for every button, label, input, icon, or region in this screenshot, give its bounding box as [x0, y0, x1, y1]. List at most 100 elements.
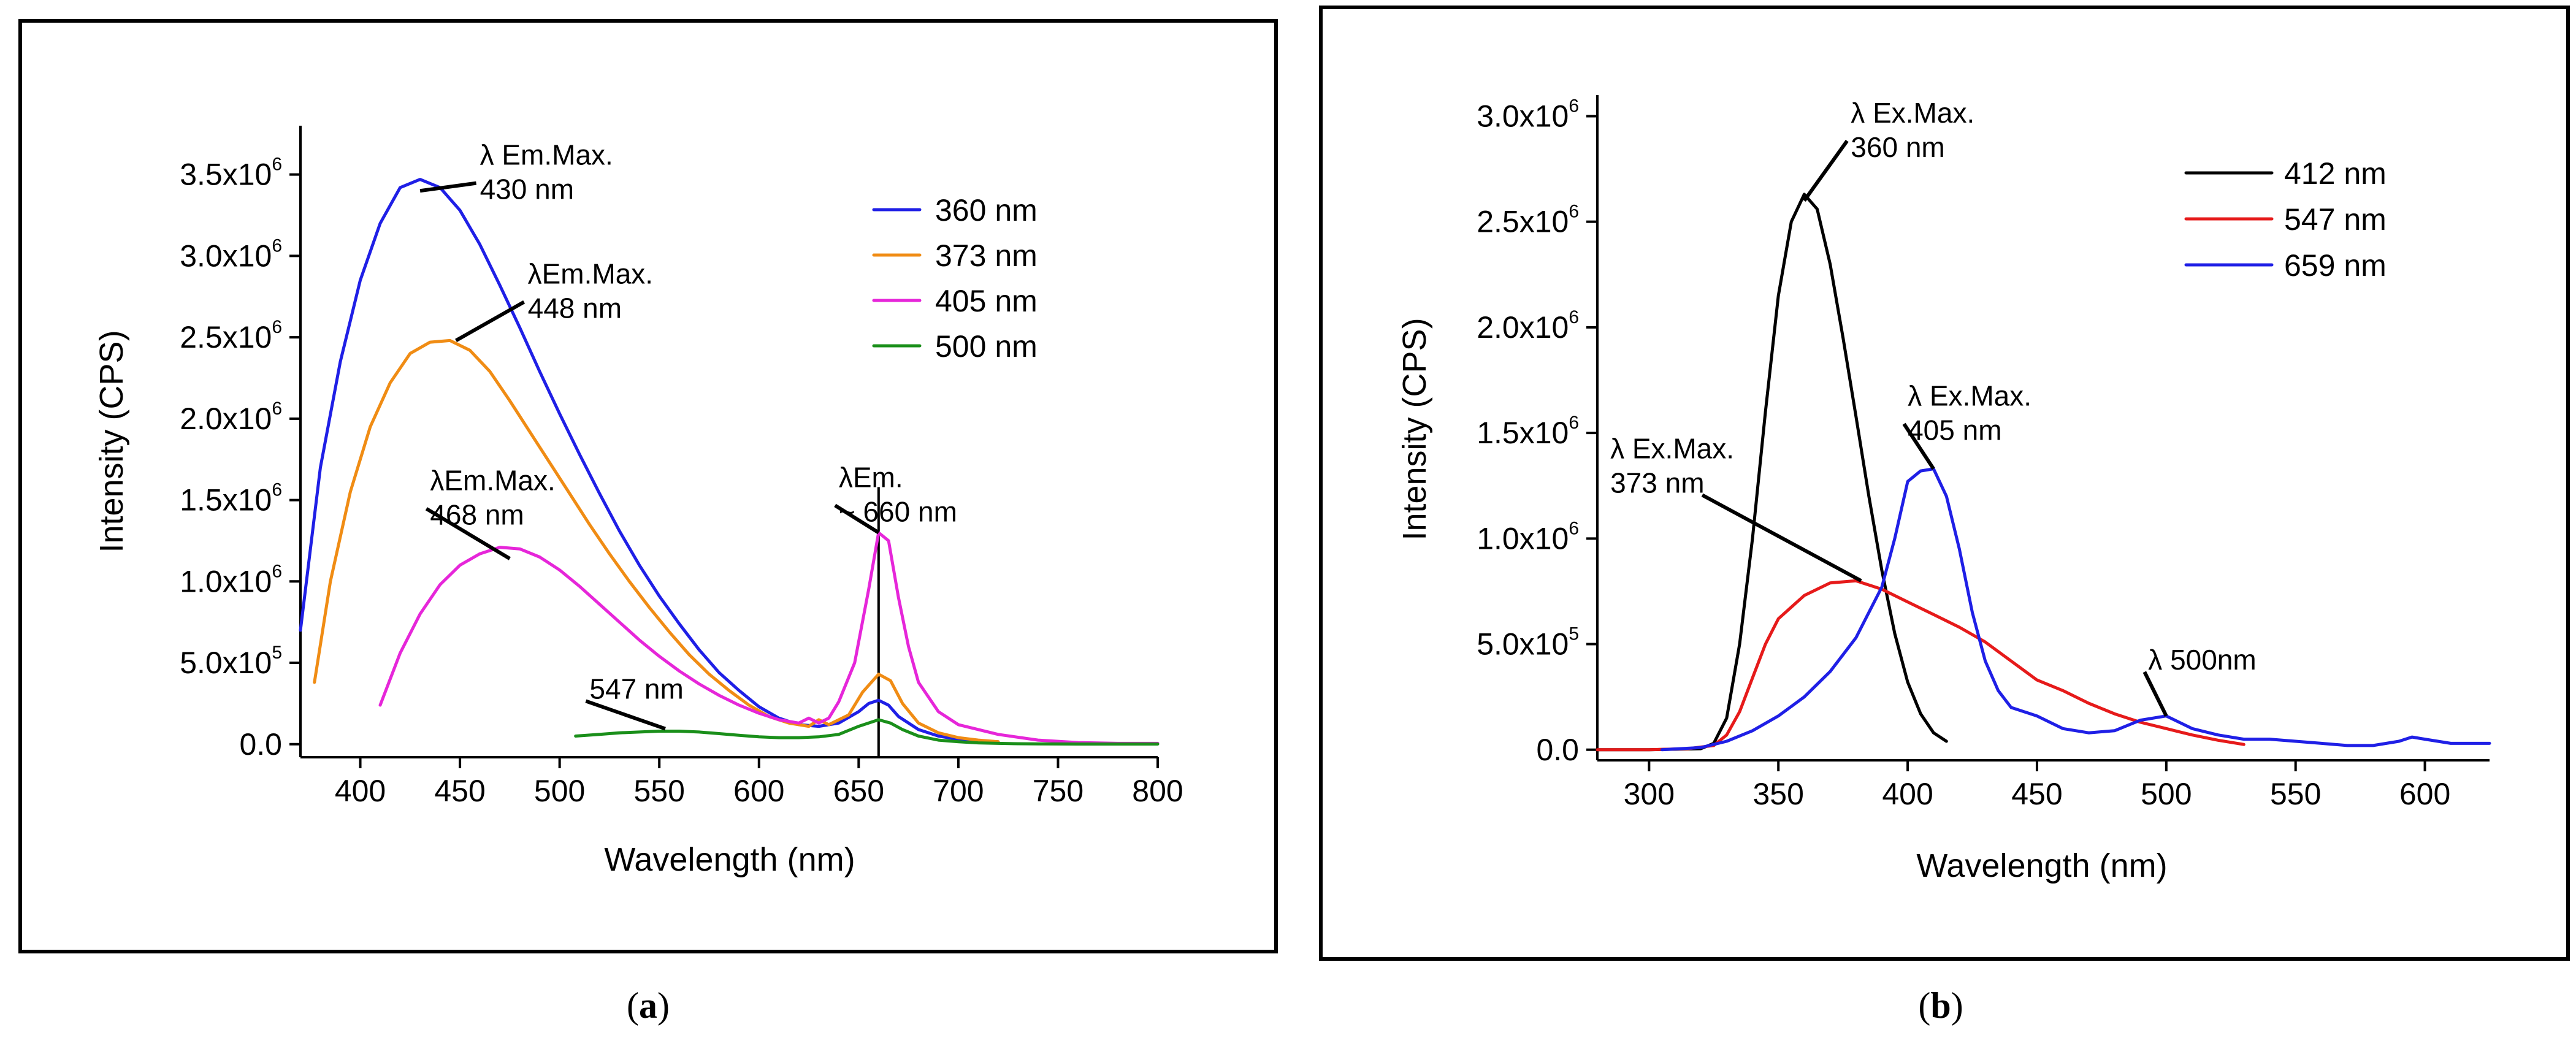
y-tick-label-base: 3.0x10 — [1477, 99, 1569, 133]
panel-b-caption: (b) — [1918, 985, 1963, 1026]
y-tick-label-base: 1.5x10 — [1477, 416, 1569, 450]
panel-a: 400 450 500 550 600 650 700 750 800 0.0 5.0x105 1.… — [18, 19, 1278, 953]
y-tick-label-exponent: 6 — [1569, 518, 1579, 538]
x-tick-label: 500 — [534, 774, 585, 808]
annotation-label: λ Ex.Max. 373 nm — [1610, 432, 1734, 498]
x-tick-label: 800 — [1132, 774, 1183, 808]
y-tick-label-base: 1.0x10 — [1477, 521, 1569, 555]
panel-a-y-axis-title: Intensity (CPS) — [93, 330, 130, 552]
panel-b-y-ticks: 0.05.0x1051.0x1061.5x1062.0x1062.5x1063.… — [1477, 96, 1597, 767]
panel-b-annotations: λ Ex.Max. 360 nmλ Ex.Max. 373 nmλ Ex.Max. 4… — [1610, 97, 2257, 717]
y-tick-label-base: 5.0x10 — [180, 646, 272, 680]
y-tick-label-exponent: 6 — [1569, 202, 1579, 222]
annotation-line: λ Ex.Max. — [1610, 432, 1734, 464]
x-tick-label: 400 — [1882, 777, 1933, 811]
x-tick-label: 400 — [335, 774, 386, 808]
annotation-line: 405 nm — [1908, 414, 2001, 446]
y-tick-label: 5.0x105 — [1477, 624, 1579, 662]
x-tick-label: 600 — [733, 774, 784, 808]
x-tick-label: 650 — [833, 774, 884, 808]
annotation-label: λ Em.Max. 430 nm — [480, 139, 613, 205]
annotation-line: 430 nm — [480, 174, 574, 205]
annotation-label: λ Ex.Max. 360 nm — [1851, 97, 1974, 163]
y-tick-label-exponent: 6 — [272, 480, 282, 500]
x-tick-label: 750 — [1033, 774, 1084, 808]
x-tick-label: 450 — [434, 774, 485, 808]
series-line-547-nm — [1596, 579, 2245, 752]
panel-a-y-ticks: 0.05.0x1051.0x1061.5x1062.0x1062.5x1063.… — [180, 155, 300, 762]
y-tick-label: 1.5x106 — [180, 480, 282, 517]
legend-label-659: 659 nm — [2284, 248, 2387, 283]
series-line-412-nm — [1596, 193, 1948, 752]
y-tick-label: 5.0x105 — [180, 643, 282, 680]
y-tick-label-exponent: 6 — [1569, 413, 1579, 433]
y-tick-label-base: 1.5x10 — [180, 483, 272, 517]
annotation-line: λ Ex.Max. — [1908, 380, 2031, 411]
y-tick-label-exponent: 6 — [272, 561, 282, 581]
annotation-leader-line — [1701, 493, 1862, 582]
panel-b-caption-open: ( — [1918, 985, 1930, 1026]
y-tick-label-base: 1.0x10 — [180, 564, 272, 598]
annotation-line: λEm.Max. — [430, 465, 555, 497]
y-tick-label: 1.5x106 — [1477, 413, 1579, 450]
y-tick-label-base: 5.0x10 — [1477, 627, 1569, 662]
annotation-leader-line — [834, 503, 880, 535]
y-tick-label-exponent: 5 — [272, 643, 282, 663]
panel-b-y-axis-title: Intensity (CPS) — [1396, 318, 1433, 540]
annotation-line: 448 nm — [528, 292, 622, 324]
annotation-line: λEm. — [839, 461, 903, 493]
legend-label-547: 547 nm — [2284, 202, 2387, 237]
y-tick-label: 2.5x106 — [180, 317, 282, 354]
panel-b: 300 350 400 450 500 550 600 0.05.0x1051.0x1061… — [1319, 6, 2570, 961]
series-line-659-nm — [1660, 467, 2491, 752]
panel-a-x-ticks: 400 450 500 550 600 650 700 750 800 — [335, 757, 1183, 808]
y-tick-label-exponent: 6 — [272, 399, 282, 419]
x-tick-label: 500 — [2141, 777, 2192, 811]
annotation-line: ~ 660 nm — [839, 495, 957, 527]
y-tick-label: 2.0x106 — [180, 399, 282, 436]
panel-b-series — [1596, 193, 2491, 752]
legend-label-373: 373 nm — [935, 239, 1038, 273]
y-tick-label: 1.0x106 — [1477, 518, 1579, 555]
y-tick-label-base: 3.0x10 — [180, 239, 272, 273]
panel-a-x-axis-title: Wavelength (nm) — [604, 841, 855, 878]
panel-a-frame — [18, 19, 1278, 953]
y-tick-label-base: 2.0x10 — [180, 402, 272, 436]
x-tick-label: 550 — [2270, 777, 2321, 811]
legend-label-500: 500 nm — [935, 329, 1038, 364]
y-tick-label: 3.5x106 — [180, 155, 282, 192]
annotation-line: λ Ex.Max. — [1851, 97, 1974, 129]
y-tick-label-exponent: 5 — [1569, 624, 1579, 644]
y-tick-label-exponent: 6 — [1569, 307, 1579, 327]
panel-a-series — [299, 178, 1160, 746]
annotation-label: 547 nm — [589, 673, 683, 704]
series-line-373-nm — [313, 338, 1000, 744]
series-line-500-nm — [574, 718, 1160, 746]
panel-a-legend: 360 nm 373 nm 405 nm 500 nm — [872, 193, 1038, 364]
y-tick-label: 2.0x106 — [1477, 307, 1579, 345]
annotation-leader-line — [425, 507, 511, 560]
annotation-label: λEm.Max. 448 nm — [528, 258, 653, 324]
series-line-405-nm — [378, 531, 1160, 745]
panel-b-caption-close: ) — [1951, 985, 1963, 1026]
y-tick-label-exponent: 6 — [272, 235, 282, 256]
annotation-leader-line — [455, 300, 526, 343]
x-tick-label: 450 — [2011, 777, 2062, 811]
annotation-leader-line — [419, 181, 477, 193]
y-tick-label: 2.5x106 — [1477, 202, 1579, 239]
y-tick-label: 3.0x106 — [180, 235, 282, 273]
x-tick-label: 350 — [1752, 777, 1803, 811]
annotation-line: 360 nm — [1851, 131, 1944, 163]
x-tick-label: 600 — [2399, 777, 2450, 811]
y-tick-label: 1.0x106 — [180, 561, 282, 598]
annotation-line: 468 nm — [430, 499, 524, 531]
x-tick-label: 300 — [1624, 777, 1675, 811]
panel-b-legend: 412 nm 547 nm 659 nm — [2184, 156, 2387, 283]
y-tick-label: 0.0 — [239, 727, 282, 762]
annotation-line: λEm.Max. — [528, 258, 653, 290]
annotation-leader-line — [1802, 140, 1849, 202]
panel-b-x-ticks: 300 350 400 450 500 550 600 — [1624, 760, 2450, 811]
y-tick-label-base: 3.5x10 — [180, 158, 272, 192]
annotation-leader-line — [2142, 671, 2168, 717]
